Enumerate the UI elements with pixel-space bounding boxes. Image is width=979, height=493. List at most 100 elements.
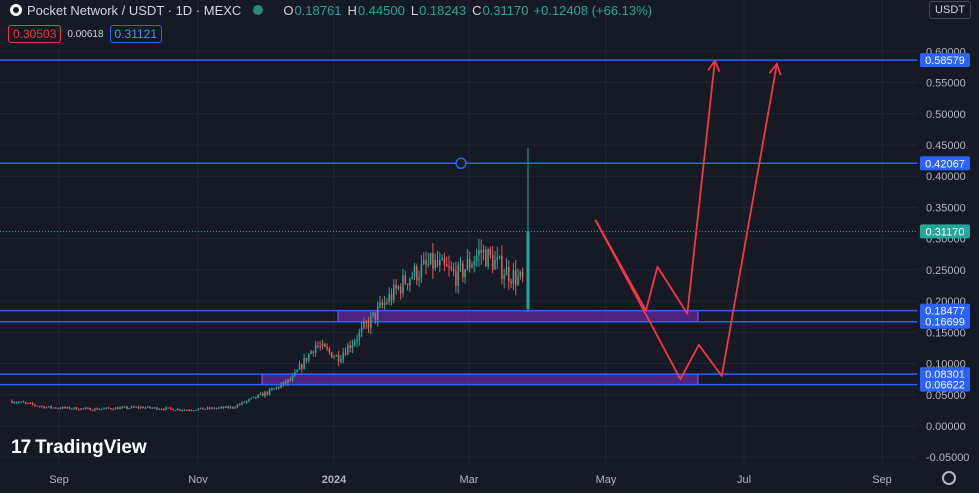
candle-body: [280, 384, 282, 388]
y-tick-label: 0.25000: [926, 265, 966, 277]
candle-body: [84, 407, 87, 409]
candle-body: [388, 294, 390, 303]
candle-body: [121, 406, 124, 408]
level-label-bg: [920, 53, 970, 68]
candle-body: [363, 322, 365, 328]
candle-body: [462, 263, 464, 278]
candle-body: [347, 345, 349, 355]
level-label: 0.58579: [925, 55, 965, 67]
candle-body: [117, 407, 119, 410]
candle-body: [432, 253, 434, 269]
candle-body: [163, 409, 165, 411]
candle-body: [381, 302, 384, 306]
candle-body: [38, 406, 41, 408]
candle-body: [337, 354, 340, 362]
candle-body: [229, 406, 232, 408]
candle-body: [312, 351, 315, 353]
candle-body: [452, 269, 455, 272]
candle-body: [68, 406, 71, 409]
candle-body: [91, 410, 94, 412]
last-price-label-bg: [920, 224, 970, 239]
candle-body: [370, 315, 372, 329]
arrow-head: [768, 61, 782, 76]
pokt-logo-icon: [10, 4, 22, 16]
candle-body: [103, 408, 105, 410]
currency-selector[interactable]: USDT: [929, 1, 971, 19]
level-label: 0.16699: [925, 317, 965, 329]
close-value: 0.31170: [482, 2, 529, 18]
y-tick-label: 0.05000: [926, 390, 966, 402]
y-tick-label: -0.05000: [926, 452, 969, 464]
level-label-bg: [920, 303, 970, 318]
candle-body: [206, 407, 209, 409]
candle-body: [75, 407, 78, 410]
candle-body: [123, 406, 126, 408]
candle-body: [190, 410, 193, 412]
candle-body: [261, 393, 264, 397]
candle-body: [310, 351, 312, 354]
candle-body: [301, 364, 303, 369]
candle-body: [31, 403, 34, 405]
time-axis: Sep Nov 2024 Mar May Jul Sep: [49, 474, 892, 486]
low-value: 0.18243: [419, 2, 467, 18]
candle-body: [18, 402, 20, 404]
candle-body: [459, 263, 462, 266]
candle-body: [275, 387, 278, 389]
symbol-title[interactable]: Pocket Network / USDT · 1D · MEXC: [27, 2, 242, 18]
candle-body: [367, 323, 370, 329]
y-tick-label: 0.40000: [926, 171, 966, 183]
candle-body: [514, 269, 517, 285]
candle-body: [393, 284, 395, 301]
candle-body: [496, 257, 499, 260]
candle-body: [498, 256, 501, 258]
candle-body: [291, 376, 294, 381]
candle-body: [411, 276, 413, 279]
candle-body: [450, 267, 453, 270]
candle-body: [110, 408, 112, 410]
candle-body: [135, 406, 137, 408]
candle-body: [480, 249, 482, 253]
candle-body: [482, 249, 485, 253]
candle-body: [77, 409, 80, 411]
low-label: L: [410, 2, 419, 18]
candle-body: [183, 409, 186, 411]
sell-price-button[interactable]: 0.30503: [8, 25, 62, 43]
candle-body: [128, 407, 131, 409]
candle-body: [248, 399, 250, 401]
candle-body: [218, 407, 220, 409]
price-axis-bg: [918, 0, 979, 493]
candle-body: [326, 346, 328, 349]
y-tick-label: 0.00000: [926, 421, 966, 433]
visibility-icon[interactable]: [253, 5, 264, 15]
candle-body: [436, 259, 439, 266]
candle-body: [156, 407, 158, 410]
open-label: O: [283, 2, 294, 18]
candle-body: [324, 343, 326, 347]
candle-body: [34, 404, 36, 406]
projection-path: [594, 63, 778, 381]
candle-body: [167, 407, 170, 409]
candle-body: [61, 406, 64, 409]
change-value: +0.12408 (+66.13%): [533, 2, 653, 18]
candle-body: [213, 407, 216, 409]
y-tick-label: 0.35000: [926, 202, 966, 214]
candle-body: [282, 381, 285, 385]
candle-body: [268, 389, 271, 395]
candle-body: [45, 407, 48, 409]
candle-body: [395, 284, 397, 289]
candle-body: [41, 406, 43, 408]
candle-body: [225, 406, 227, 408]
candle-body: [264, 392, 266, 397]
candle-body: [146, 406, 149, 408]
candle-body: [165, 407, 167, 410]
candle-body: [478, 249, 480, 256]
settings-gear-icon[interactable]: [942, 471, 956, 485]
bid-ask-row: 0.30503 0.00618 0.31121: [8, 25, 163, 43]
candle-body: [43, 406, 45, 409]
y-tick-label: 0.50000: [926, 109, 966, 121]
candle-body: [365, 322, 367, 324]
candle-body: [87, 407, 89, 409]
candle-body: [448, 266, 450, 268]
buy-price-button[interactable]: 0.31121: [109, 25, 163, 43]
